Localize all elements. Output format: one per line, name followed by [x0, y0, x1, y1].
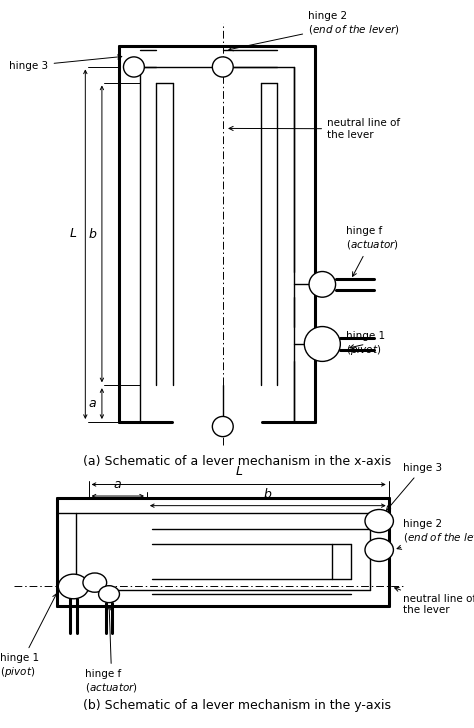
Text: hinge f
$\it{(actuator)}$: hinge f $\it{(actuator)}$ [85, 606, 138, 694]
Circle shape [58, 574, 89, 598]
Text: hinge 3: hinge 3 [386, 463, 442, 510]
Text: $a$: $a$ [113, 478, 122, 491]
Text: hinge 2
$\it{(end\ of\ the\ lever)}$: hinge 2 $\it{(end\ of\ the\ lever)}$ [397, 519, 474, 550]
Circle shape [365, 510, 393, 533]
Text: hinge 2
$\it{(end\ of\ the\ lever)}$: hinge 2 $\it{(end\ of\ the\ lever)}$ [229, 11, 400, 51]
Text: $b$: $b$ [263, 487, 273, 501]
Text: $L$: $L$ [235, 464, 243, 478]
Text: (a) Schematic of a lever mechanism in the x-axis: (a) Schematic of a lever mechanism in th… [83, 455, 391, 468]
Text: hinge 1
$\it{(pivot)}$: hinge 1 $\it{(pivot)}$ [0, 594, 56, 679]
Text: neutral line of
the lever: neutral line of the lever [229, 118, 400, 140]
Text: $L$: $L$ [69, 227, 78, 240]
Circle shape [83, 573, 107, 593]
Circle shape [212, 416, 233, 437]
Text: hinge 3: hinge 3 [9, 55, 122, 71]
Text: neutral line of
the lever: neutral line of the lever [395, 587, 474, 615]
Circle shape [124, 57, 145, 77]
Text: hinge 1
$\it{(pivot)}$: hinge 1 $\it{(pivot)}$ [346, 331, 385, 357]
Text: (b) Schematic of a lever mechanism in the y-axis: (b) Schematic of a lever mechanism in th… [83, 699, 391, 712]
Text: hinge f
$\it{(actuator)}$: hinge f $\it{(actuator)}$ [346, 226, 399, 277]
Circle shape [304, 327, 340, 361]
Circle shape [365, 539, 393, 561]
Text: $b$: $b$ [88, 227, 97, 241]
Text: $a$: $a$ [88, 397, 97, 410]
Circle shape [309, 272, 336, 297]
Circle shape [99, 586, 119, 603]
Circle shape [212, 57, 233, 77]
